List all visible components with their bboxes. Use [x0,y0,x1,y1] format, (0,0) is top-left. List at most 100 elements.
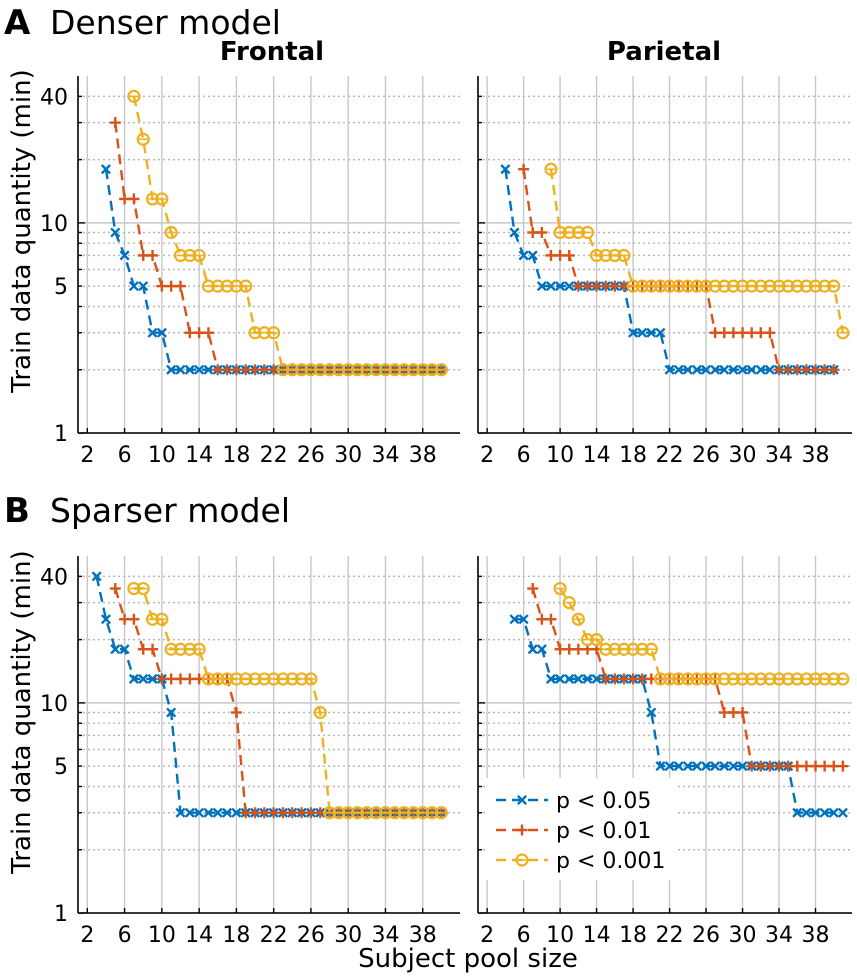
plot-sparser-parietal: 2 6 10 14 18 22 26 30 34 38 [477,556,852,948]
x-tick-label: 34 [765,443,793,468]
data-point-p01 [258,807,270,819]
x-tick-label: 38 [409,923,437,948]
data-point-p05 [545,281,557,292]
data-point-p001 [304,672,318,686]
data-point-p01 [193,327,205,339]
panel-title-sparser: Sparser model [50,491,290,530]
data-point-p01 [286,807,298,819]
data-point-p01 [137,249,149,261]
data-point-p05 [673,761,684,772]
x-axis-label: Subject pool size [358,944,578,974]
series-line-p001 [133,587,442,814]
x-tick-label: 30 [334,923,362,948]
legend: p < 0.05 p < 0.01 p < 0.001 [486,778,676,880]
data-point-p05 [591,673,602,684]
data-point-p05 [128,673,139,684]
x-tick-label: 30 [729,443,757,468]
x-tick-label: 6 [517,443,531,468]
data-point-p05 [545,673,557,684]
panel-title-denser: Denser model [50,3,281,42]
data-point-p05 [110,227,121,238]
data-point-p05 [691,364,702,375]
data-point-p05 [166,364,177,375]
data-point-p01 [174,673,186,685]
data-point-p01 [156,280,168,292]
data-point-p05 [564,281,575,292]
data-point-p05 [710,761,721,772]
data-point-p05 [555,673,566,684]
data-point-p05 [100,614,111,625]
data-point-p05 [536,644,547,655]
data-point-p05 [138,281,149,292]
legend-marker-shape-p001 [515,853,529,867]
x-tick-label: 10 [546,443,574,468]
x-tick-label: 6 [517,923,531,948]
x-tick-label: 2 [80,443,94,468]
data-point-p05 [646,707,657,718]
data-point-p05 [573,673,584,684]
series-line-p05 [95,576,442,814]
data-point-p05 [664,364,675,375]
data-point-p001 [136,581,150,596]
data-point-p001 [267,326,281,340]
legend-marker-shape-p05 [516,794,528,806]
data-point-p01 [536,226,548,238]
y-tick-label: 10 [40,692,68,717]
data-point-p001 [192,642,206,656]
data-point-p05 [655,761,666,772]
data-point-p05 [801,807,812,818]
data-point-p05 [719,364,730,375]
data-point-p05 [536,281,547,292]
data-point-p05 [646,327,657,338]
data-point-p05 [728,761,739,772]
data-point-p05 [737,761,748,772]
legend-marker-p001 [515,853,529,867]
column-title-frontal: Frontal [220,37,324,67]
data-point-p001 [313,705,327,720]
data-point-p01 [147,249,159,261]
y-tick-label: 40 [40,85,68,110]
data-point-p001 [836,326,850,340]
data-point-p05 [147,673,158,684]
data-point-p001 [127,89,141,103]
data-point-p01 [221,364,233,376]
data-point-p05 [755,364,766,375]
data-point-p01 [828,364,840,376]
x-tick-label: 6 [118,443,132,468]
x-tick-label: 34 [371,443,399,468]
data-point-p05 [527,644,538,655]
x-tick-label: 2 [480,443,494,468]
data-point-p01 [240,364,252,376]
data-point-p01 [240,807,252,819]
series-line-p001 [132,96,442,371]
data-point-p01 [305,807,317,819]
data-point-p05 [500,164,511,175]
data-point-p05 [212,807,223,818]
data-point-p001 [562,596,576,610]
data-point-p01 [249,807,261,819]
data-point-p05 [184,364,195,375]
data-point-p001 [589,633,604,647]
x-tick-label: 22 [656,923,684,948]
x-tick-label: 22 [260,443,288,468]
data-point-p001 [434,806,448,820]
data-point-p05 [156,327,167,338]
x-tick-label: 26 [297,923,325,948]
data-point-p05 [664,761,675,772]
x-tick-label: 38 [802,923,830,948]
series-p01 [518,163,840,376]
legend-item-p01: p < 0.01 [496,819,651,844]
data-point-p05 [119,644,130,655]
data-point-p001 [155,192,169,206]
data-point-p01 [174,280,186,292]
legend-item-p05: p < 0.05 [496,789,651,814]
series-p05 [500,164,839,375]
data-point-p05 [655,327,666,338]
data-point-p05 [764,364,775,375]
data-point-p01 [296,807,308,819]
x-tick-label: 22 [656,443,684,468]
data-point-p05 [91,571,102,582]
legend-item-p001: p < 0.001 [496,849,665,874]
data-point-p001 [644,642,658,656]
